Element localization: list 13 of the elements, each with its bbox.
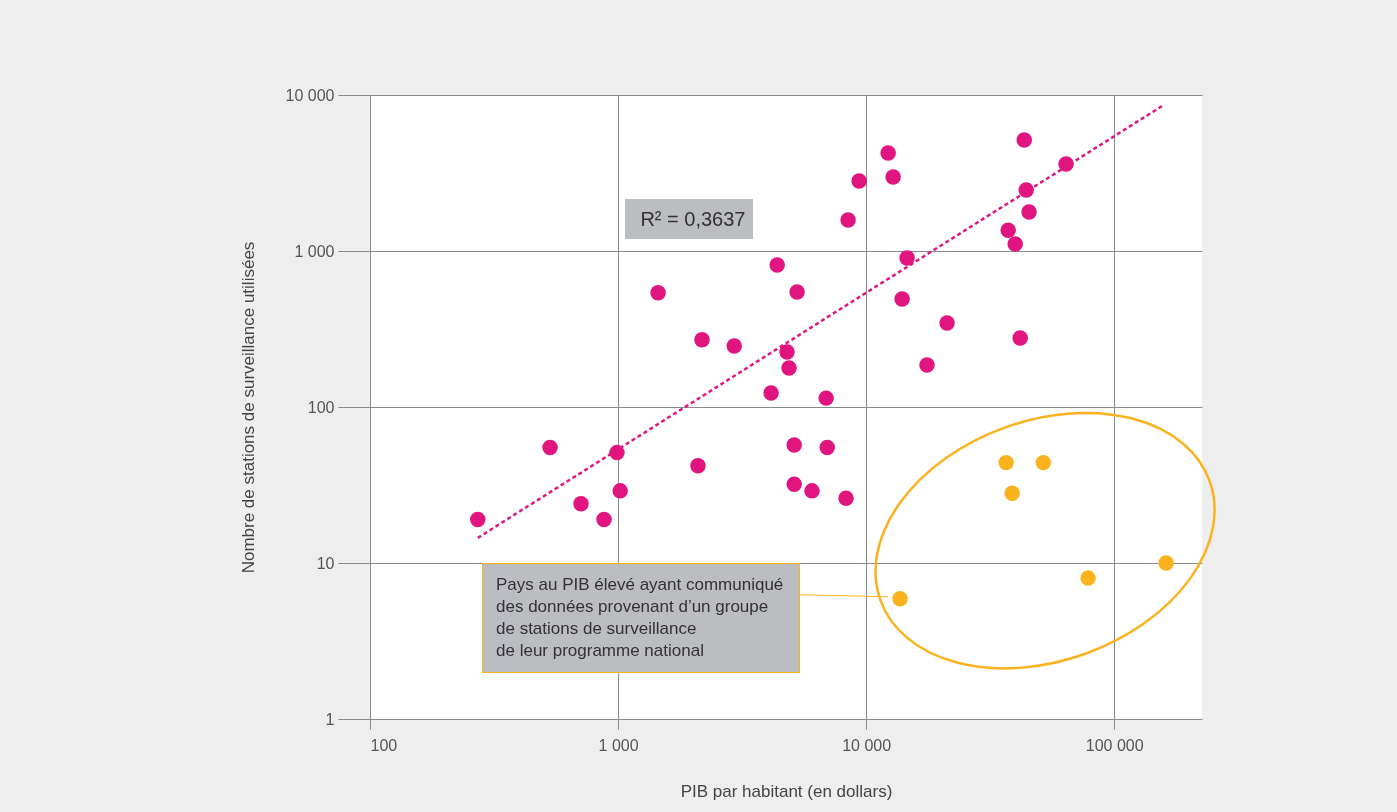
annotation: Pays au PIB élevé ayant communiqué des données provenant d’un groupe de stations de surveillance de leur programme national bbox=[482, 562, 801, 673]
x-tick-label: 100 000 bbox=[1085, 736, 1144, 754]
y-tick-label: 10 000 bbox=[285, 86, 335, 104]
y-axis-title: Nombre de stations de surveillance utilisées bbox=[238, 241, 258, 574]
y-tick-label: 10 bbox=[316, 554, 335, 572]
y-tick-label: 1 000 bbox=[294, 242, 335, 260]
x-axis-title: PIB par habitant (en dollars) bbox=[680, 781, 893, 801]
annotation: R² = 0,3637 bbox=[625, 198, 753, 239]
x-tick-label: 10 000 bbox=[842, 736, 892, 754]
x-tick-label: 100 bbox=[370, 736, 398, 754]
y-tick-label: 1 bbox=[325, 710, 335, 728]
y-tick-label: 100 bbox=[307, 398, 335, 416]
x-tick-label: 1 000 bbox=[598, 736, 639, 754]
